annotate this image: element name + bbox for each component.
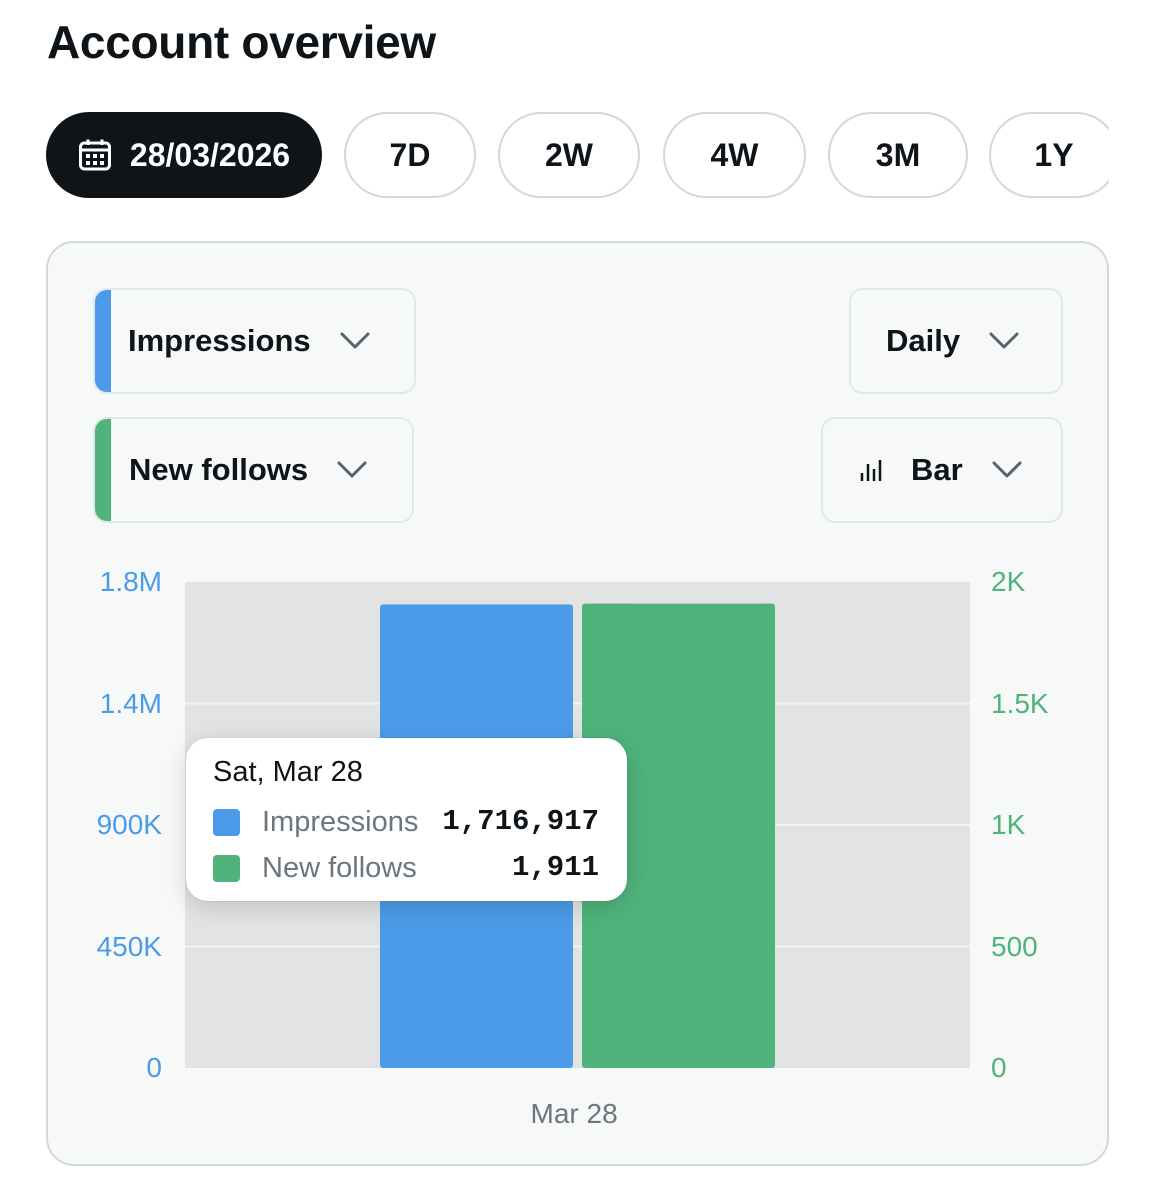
range-4w-button[interactable]: 4W <box>663 112 806 198</box>
right-axis-tick: 1K <box>991 809 1026 840</box>
date-picker-button[interactable]: 28/03/2026 <box>46 112 322 198</box>
range-2w-button[interactable]: 2W <box>498 112 640 198</box>
left-axis-tick: 900K <box>96 809 162 840</box>
left-axis-tick: 0 <box>146 1052 162 1083</box>
tooltip-metric-value: 1,716,917 <box>442 805 599 838</box>
tooltip-metric-name: Impressions <box>262 806 419 838</box>
tooltip-date: Sat, Mar 28 <box>213 756 363 788</box>
calendar-icon <box>78 138 112 172</box>
chevron-down-icon <box>336 460 368 480</box>
interval-label: Daily <box>886 323 961 358</box>
chart-tooltip: Sat, Mar 28 Impressions 1,716,917 New fo… <box>186 738 627 901</box>
range-1y-button[interactable]: 1Y <box>989 112 1109 198</box>
x-axis-tick: Mar 28 <box>530 1098 618 1129</box>
chevron-down-icon <box>339 331 371 351</box>
range-7d-button[interactable]: 7D <box>344 112 476 198</box>
right-axis-tick: 2K <box>991 566 1026 597</box>
impressions-swatch <box>213 809 240 836</box>
new-follows-swatch <box>213 855 240 882</box>
metric-secondary-select[interactable]: New follows <box>93 417 414 523</box>
chart-type-select[interactable]: Bar <box>821 417 1063 523</box>
left-axis-tick: 1.4M <box>99 687 162 719</box>
tooltip-row-impressions: Impressions 1,716,917 <box>213 804 599 840</box>
right-axis-tick: 1.5K <box>991 687 1049 719</box>
metric-primary-color <box>95 290 111 392</box>
interval-select[interactable]: Daily <box>849 288 1063 394</box>
page-title: Account overview <box>47 16 436 68</box>
left-axis-tick: 1.8M <box>99 566 162 597</box>
range-3m-button[interactable]: 3M <box>828 112 968 198</box>
right-axis-tick: 0 <box>991 1052 1007 1083</box>
metric-primary-select[interactable]: Impressions <box>93 288 416 394</box>
selected-date-label: 28/03/2026 <box>129 136 291 173</box>
bar-chart-icon <box>860 458 884 482</box>
metric-primary-label: Impressions <box>128 323 311 358</box>
metric-secondary-color <box>95 419 111 521</box>
right-axis-tick: 500 <box>991 930 1038 962</box>
metric-secondary-label: New follows <box>129 452 309 487</box>
chevron-down-icon <box>988 331 1020 351</box>
tooltip-metric-name: New follows <box>262 852 417 884</box>
chart-type-label: Bar <box>911 452 963 487</box>
tooltip-metric-value: 1,911 <box>511 851 599 884</box>
tooltip-row-new-follows: New follows 1,911 <box>213 850 599 886</box>
left-axis-tick: 450K <box>96 930 162 962</box>
chevron-down-icon <box>991 460 1023 480</box>
date-range-bar: 28/03/2026 7D 2W 4W 3M 1Y <box>46 112 1109 198</box>
